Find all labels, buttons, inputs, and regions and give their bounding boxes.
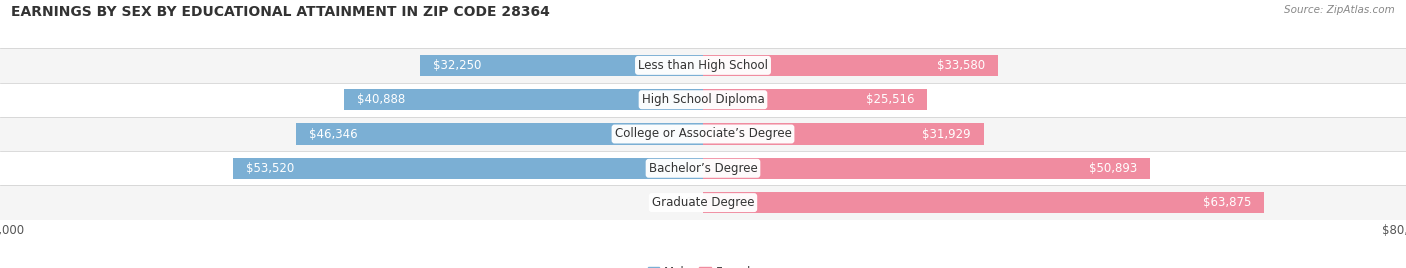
Bar (419, 55, 703, 76)
Bar (0, 83, 1406, 117)
Bar (703, 89, 927, 110)
Text: $40,888: $40,888 (357, 93, 405, 106)
Legend: Male, Female: Male, Female (648, 266, 758, 268)
Text: Bachelor’s Degree: Bachelor’s Degree (648, 162, 758, 175)
Bar (295, 123, 703, 145)
Bar (0, 48, 1406, 83)
Text: Graduate Degree: Graduate Degree (652, 196, 754, 209)
Text: $63,875: $63,875 (1202, 196, 1251, 209)
Bar (233, 158, 703, 179)
Bar (703, 192, 1264, 213)
Text: High School Diploma: High School Diploma (641, 93, 765, 106)
Text: $32,250: $32,250 (433, 59, 481, 72)
Text: $46,346: $46,346 (309, 128, 357, 140)
Text: $33,580: $33,580 (936, 59, 984, 72)
Text: $53,520: $53,520 (246, 162, 294, 175)
Bar (343, 89, 703, 110)
Text: $50,893: $50,893 (1088, 162, 1137, 175)
Text: College or Associate’s Degree: College or Associate’s Degree (614, 128, 792, 140)
Bar (703, 158, 1150, 179)
Text: Less than High School: Less than High School (638, 59, 768, 72)
Bar (0, 185, 1406, 220)
Text: $31,929: $31,929 (922, 128, 970, 140)
Text: $25,516: $25,516 (866, 93, 914, 106)
Text: Source: ZipAtlas.com: Source: ZipAtlas.com (1284, 5, 1395, 15)
Bar (0, 151, 1406, 185)
Bar (703, 123, 984, 145)
Bar (0, 117, 1406, 151)
Bar (703, 55, 998, 76)
Text: $0: $0 (678, 196, 693, 209)
Text: EARNINGS BY SEX BY EDUCATIONAL ATTAINMENT IN ZIP CODE 28364: EARNINGS BY SEX BY EDUCATIONAL ATTAINMEN… (11, 5, 550, 19)
